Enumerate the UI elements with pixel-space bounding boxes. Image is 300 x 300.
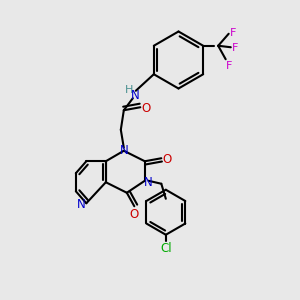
- Text: F: F: [226, 61, 232, 70]
- Text: N: N: [76, 198, 85, 211]
- Text: H: H: [125, 85, 134, 95]
- Text: N: N: [131, 89, 140, 102]
- Text: F: F: [232, 43, 239, 52]
- Text: N: N: [144, 176, 153, 189]
- Text: O: O: [141, 102, 150, 115]
- Text: Cl: Cl: [160, 242, 172, 255]
- Text: N: N: [119, 144, 128, 157]
- Text: O: O: [130, 208, 139, 221]
- Text: O: O: [162, 153, 171, 166]
- Text: F: F: [230, 28, 236, 38]
